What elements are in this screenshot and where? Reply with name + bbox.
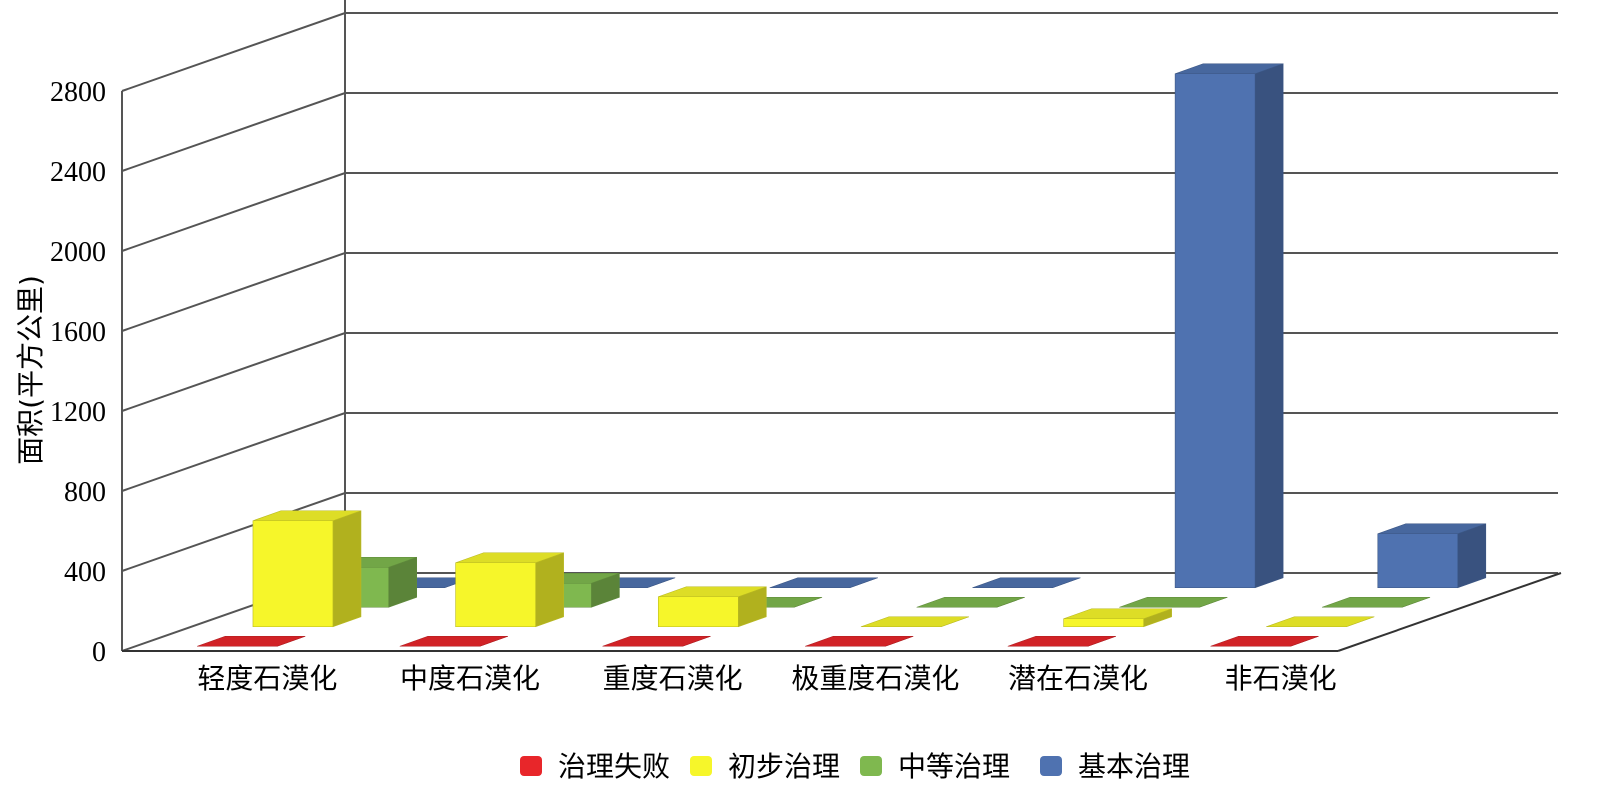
bar-top [1266, 616, 1375, 628]
bar-top [916, 596, 1025, 608]
bar [1321, 596, 1431, 608]
bar [1063, 608, 1172, 628]
bar-front [252, 520, 334, 628]
x-axis-categories: 轻度石漠化 中度石漠化 重度石漠化 极重度石漠化 潜在石漠化 非石漠化 [197, 662, 1336, 695]
bar-top [1321, 596, 1431, 608]
legend-label: 基本治理 [1078, 750, 1190, 783]
x-category-label: 极重度石漠化 [791, 662, 959, 695]
y-tick-label: 0 [92, 637, 106, 668]
gridline [121, 12, 1558, 92]
bar-side [332, 510, 362, 628]
bar-top [1119, 596, 1228, 608]
legend-item: 初步治理 [690, 750, 840, 783]
bar-front [657, 596, 739, 628]
bar-top [1175, 63, 1284, 75]
y-tick-label: 2000 [50, 237, 106, 268]
legend-swatch [690, 756, 712, 776]
y-tick-label: 800 [64, 477, 106, 508]
bar [657, 586, 767, 628]
y-tick-label: 2800 [50, 77, 106, 108]
legend-item: 基本治理 [1040, 750, 1190, 783]
bar [1174, 63, 1284, 589]
bar-top [860, 616, 970, 628]
gridline [121, 172, 1558, 252]
x-category-label: 潜在石漠化 [1008, 662, 1148, 695]
y-axis-label: 面积(平方公里) [14, 275, 47, 465]
y-tick-label: 2400 [50, 157, 106, 188]
x-category-label: 中度石漠化 [400, 662, 540, 695]
bar-top [972, 577, 1081, 589]
bar [860, 616, 970, 628]
legend-swatch [860, 756, 882, 776]
legend-label: 中等治理 [898, 750, 1010, 783]
bar-front [455, 562, 536, 628]
bar [1266, 616, 1375, 628]
bar [197, 635, 306, 647]
bar-top [769, 577, 878, 589]
bar-top [1007, 635, 1116, 647]
bar-front [1063, 618, 1144, 628]
bar-top [1377, 523, 1486, 535]
bar-top [399, 635, 508, 647]
gridline [121, 252, 1558, 332]
chart-bars [197, 63, 1487, 647]
x-category-label: 重度石漠化 [603, 662, 743, 695]
x-category-label: 轻度石漠化 [197, 662, 337, 695]
bar-top [1063, 608, 1172, 620]
bar-top [1210, 635, 1319, 647]
bar-top [658, 586, 767, 598]
bar-top [197, 635, 306, 647]
legend-item: 治理失败 [520, 750, 670, 783]
bar-top [602, 635, 711, 647]
bar [1210, 635, 1319, 647]
bar-side [1254, 63, 1284, 589]
y-tick-label: 1600 [50, 317, 106, 348]
y-tick-label: 1200 [50, 397, 106, 428]
bar-top [805, 635, 914, 647]
gridline [121, 412, 1558, 492]
bar-top [455, 552, 564, 564]
bar [1007, 635, 1116, 647]
legend: 治理失败 初步治理 中等治理 基本治理 [520, 750, 1190, 783]
bar [1377, 523, 1487, 589]
legend-swatch [1040, 756, 1062, 776]
bar-side [1457, 523, 1487, 589]
bar [252, 510, 362, 628]
legend-label: 初步治理 [728, 750, 840, 783]
gridline [121, 92, 1558, 172]
bar-top [252, 510, 362, 522]
bar [769, 577, 878, 589]
bar-side [535, 552, 564, 628]
bar [972, 577, 1081, 589]
legend-swatch [520, 756, 542, 776]
y-tick-label: 400 [64, 557, 106, 588]
bar-front [1174, 73, 1256, 589]
legend-label: 治理失败 [558, 750, 670, 783]
bar [399, 635, 508, 647]
bar [1119, 596, 1228, 608]
bar [602, 635, 711, 647]
floor-edge [1337, 572, 1562, 652]
y-axis-ticks: 0 400 800 1200 1600 2000 2400 2800 [50, 77, 106, 668]
bar [916, 596, 1025, 608]
gridline [121, 332, 1558, 412]
bar [805, 635, 914, 647]
legend-item: 中等治理 [860, 750, 1010, 783]
bar [455, 552, 564, 628]
x-category-label: 非石漠化 [1225, 662, 1337, 695]
bar-front [1377, 533, 1459, 589]
